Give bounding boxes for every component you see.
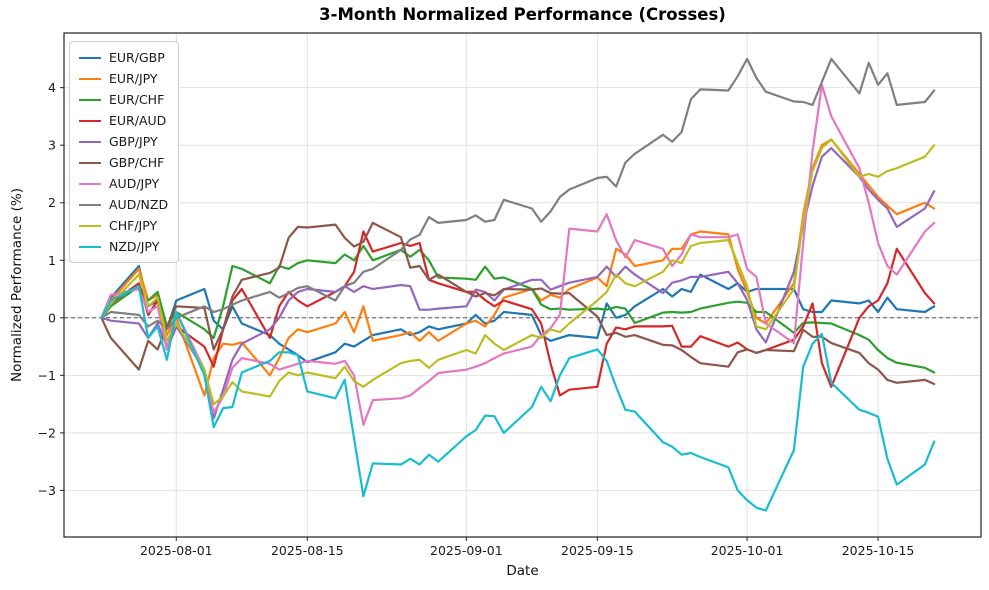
legend-item-EUR-CHF: EUR/CHF [79,89,168,110]
legend-swatch [79,245,101,248]
y-tick-label: 1 [48,253,56,268]
legend-item-NZD-JPY: NZD/JPY [79,236,168,257]
legend-label: EUR/CHF [109,92,165,107]
y-tick-label: −3 [38,483,56,498]
series-line-EUR-AUD [100,230,936,397]
legend-label: EUR/JPY [109,71,158,86]
legend-swatch [79,161,101,164]
series-line-EUR-CHF [100,244,936,374]
x-tick-label: 2025-10-01 [711,543,784,558]
y-tick-label: 3 [48,138,56,153]
axes-frame [63,32,982,538]
legend-swatch [79,98,101,101]
x-tick-label: 2025-09-01 [430,543,503,558]
legend-item-EUR-JPY: EUR/JPY [79,68,168,89]
legend-item-AUD-JPY: AUD/JPY [79,173,168,194]
legend-label: CHF/JPY [109,218,158,233]
series-line-GBP-CHF [100,221,936,386]
y-tick-label: 2 [48,195,56,210]
legend-swatch [79,203,101,206]
legend-label: AUD/NZD [109,197,169,212]
series-line-AUD-JPY [100,83,936,426]
chart-title: 3-Month Normalized Performance (Crosses) [319,5,726,24]
legend-label: NZD/JPY [109,239,160,254]
x-tick-label: 2025-09-15 [561,543,634,558]
series-line-AUD-NZD [100,57,936,331]
x-tick-label: 2025-08-01 [140,543,213,558]
y-tick-label: −2 [38,425,56,440]
x-axis-label: Date [506,563,539,579]
legend-swatch [79,77,101,80]
legend-item-CHF-JPY: CHF/JPY [79,215,168,236]
y-tick-label: 4 [48,80,56,95]
y-tick-label: 0 [48,310,56,325]
legend-label: GBP/CHF [109,155,165,170]
y-tick-label: −1 [38,368,56,383]
x-tick-label: 2025-08-15 [271,543,344,558]
x-tick-label: 2025-10-15 [842,543,915,558]
legend-label: AUD/JPY [109,176,160,191]
legend-item-GBP-JPY: GBP/JPY [79,131,168,152]
legend-label: GBP/JPY [109,134,158,149]
legend-swatch [79,56,101,59]
legend: EUR/GBP EUR/JPY EUR/CHF EUR/AUD GBP/JPY GBP/C… [69,41,180,263]
legend-item-GBP-CHF: GBP/CHF [79,152,168,173]
legend-item-EUR-GBP: EUR/GBP [79,47,168,68]
legend-swatch [79,182,101,185]
legend-swatch [79,119,101,122]
legend-swatch [79,224,101,227]
legend-item-AUD-NZD: AUD/NZD [79,194,168,215]
series-line-NZD-JPY [100,285,936,512]
legend-item-EUR-AUD: EUR/AUD [79,110,168,131]
legend-label: EUR/GBP [109,50,165,65]
legend-swatch [79,140,101,143]
legend-label: EUR/AUD [109,113,167,128]
